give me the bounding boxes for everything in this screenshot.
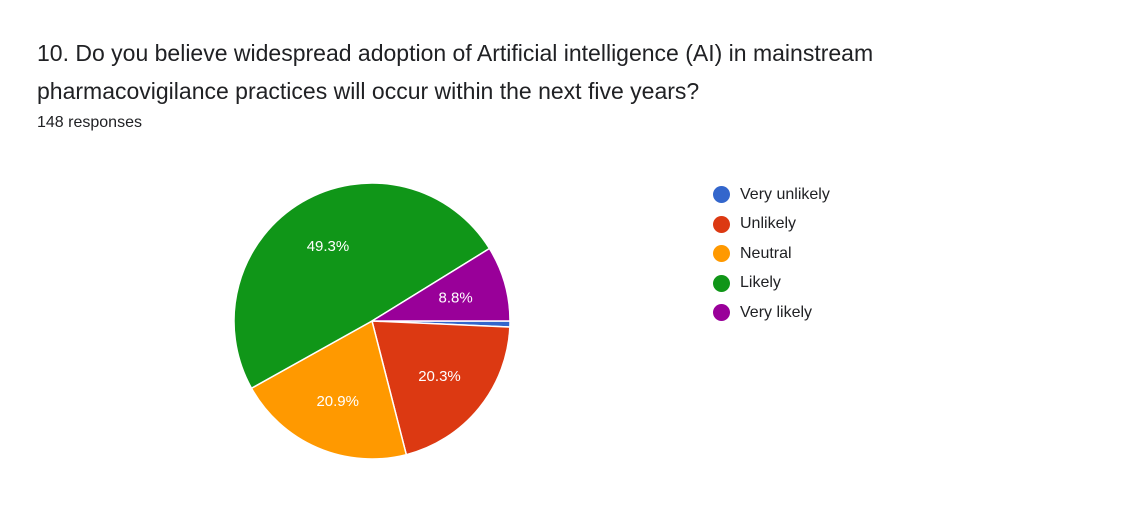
- legend-label: Unlikely: [740, 215, 797, 233]
- pie-slice-likely[interactable]: [233, 182, 491, 390]
- slice-value-label: 20.9%: [316, 393, 359, 410]
- pie-slice-neutral[interactable]: [250, 319, 408, 460]
- legend-label: Neutral: [740, 244, 792, 262]
- legend-item-unlikely[interactable]: Unlikely: [713, 210, 830, 240]
- response-count: 148 responses: [37, 114, 142, 131]
- legend-item-very-likely[interactable]: Very likely: [713, 298, 830, 328]
- legend-swatch-icon: [713, 274, 730, 292]
- legend-swatch-icon: [713, 245, 730, 263]
- pie-slice-very-likely[interactable]: [369, 247, 511, 322]
- legend-swatch-icon: [713, 215, 730, 233]
- pie-slice-unlikely[interactable]: [371, 320, 511, 456]
- slice-value-label: 20.3%: [418, 368, 461, 385]
- legend-swatch-icon: [713, 186, 730, 204]
- question-title: 10. Do you believe widespread adoption o…: [37, 40, 874, 104]
- legend-item-very-unlikely[interactable]: Very unlikely: [713, 180, 830, 210]
- legend-label: Likely: [740, 274, 781, 292]
- legend-item-neutral[interactable]: Neutral: [713, 239, 830, 269]
- slice-value-label: 49.3%: [307, 238, 350, 255]
- legend-item-likely[interactable]: Likely: [713, 269, 830, 299]
- slice-value-label: 8.8%: [439, 289, 473, 306]
- legend-swatch-icon: [713, 304, 730, 322]
- legend-label: Very unlikely: [740, 185, 830, 203]
- chart-legend: Very unlikely Unlikely Neutral Likely Very l…: [713, 180, 830, 328]
- legend-label: Very likely: [740, 303, 813, 321]
